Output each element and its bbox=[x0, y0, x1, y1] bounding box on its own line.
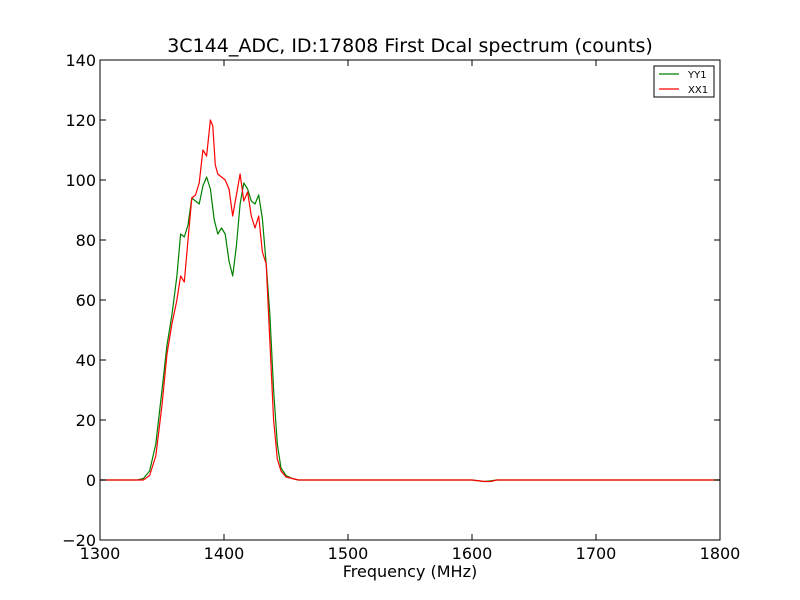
plot-frame bbox=[99, 59, 721, 541]
y-tick-label: 60 bbox=[76, 291, 96, 310]
x-tick-label: 1400 bbox=[204, 544, 245, 563]
y-tick-label: 140 bbox=[65, 51, 96, 70]
legend-label-xx1: XX1 bbox=[688, 85, 708, 96]
chart-title: 3C144_ADC, ID:17808 First Dcal spectrum … bbox=[167, 35, 653, 57]
y-tick-label: 20 bbox=[76, 411, 96, 430]
legend: YY1 XX1 bbox=[653, 65, 715, 98]
legend-label-yy1: YY1 bbox=[687, 70, 707, 81]
x-tick-label: 1600 bbox=[452, 544, 493, 563]
ticks-layer: 1300 1400 1500 1600 1700 1800 −20 0 20 40 60 80 100 1… bbox=[62, 51, 740, 563]
plot-area bbox=[100, 60, 720, 540]
x-tick-label: 1300 bbox=[80, 544, 121, 563]
series-layer bbox=[100, 119, 720, 483]
y-tick-label: 40 bbox=[76, 351, 96, 370]
y-tick-label: 80 bbox=[76, 231, 96, 250]
y-tick-label: 120 bbox=[65, 111, 96, 130]
y-tick-label: −20 bbox=[62, 531, 96, 550]
x-axis-label: Frequency (MHz) bbox=[343, 562, 477, 581]
legend-box bbox=[653, 65, 715, 98]
x-tick-label: 1800 bbox=[700, 544, 741, 563]
y-tick-label: 0 bbox=[86, 471, 96, 490]
series-line-xx1 bbox=[100, 119, 720, 483]
y-tick-label: 100 bbox=[65, 171, 96, 190]
x-tick-label: 1500 bbox=[328, 544, 369, 563]
x-tick-label: 1700 bbox=[576, 544, 617, 563]
